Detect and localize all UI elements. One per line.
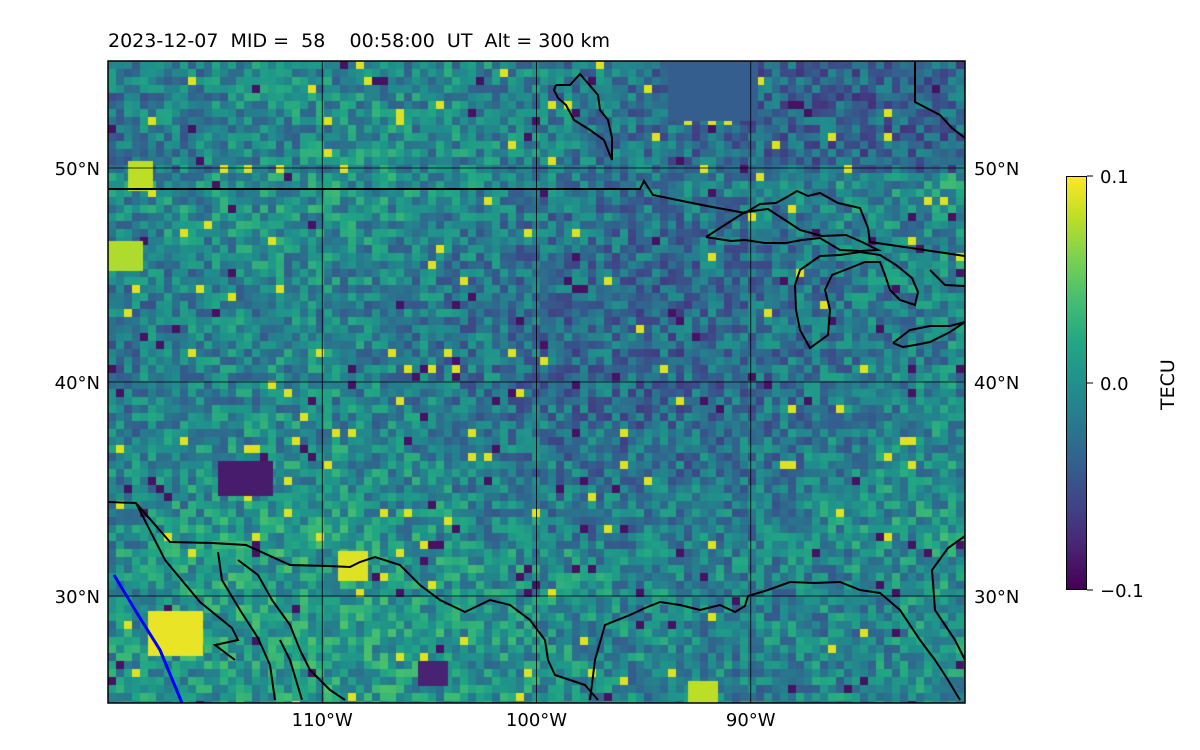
lake-michigan (793, 250, 920, 350)
mexico-west-coast (217, 551, 276, 701)
florida-east-coast (930, 535, 966, 661)
lon-tick-label: 100°W (506, 710, 567, 731)
colorbar-ticks: 0.1 0.0 −0.1 (1087, 167, 1144, 602)
colorbar-tick-label: 0.1 (1100, 167, 1129, 188)
lat-tick-label-left: 30°N (55, 587, 100, 608)
hudson-bay-coast (914, 62, 966, 139)
northern-island (552, 72, 613, 161)
baja-peninsula (135, 502, 240, 661)
gridlines (108, 61, 965, 703)
satellite-track-line (112, 574, 184, 704)
lake-superior (705, 207, 882, 253)
gulf-of-california-coast (237, 559, 346, 701)
us-mexico-border (107, 501, 599, 701)
lon-tick-label: 110°W (292, 710, 353, 731)
lat-tick-label-right: 50°N (974, 159, 1019, 180)
colorbar-tick-label: −0.1 (1100, 581, 1144, 602)
colorbar-gradient (1066, 176, 1087, 590)
lat-tick-label-right: 30°N (974, 587, 1019, 608)
lat-tick-label-left: 40°N (55, 373, 100, 394)
axis-ticks: 110°W 100°W 90°W 30°N 30°N 40°N 40°N 50°N 50°N (55, 159, 1020, 731)
colorbar-tick-label: 0.0 (1100, 374, 1129, 395)
page-title: 2023-12-07 MID = 58 00:58:00 UT Alt = 30… (108, 30, 611, 52)
gulf-coast (589, 580, 961, 701)
coastlines (107, 62, 966, 701)
lake-erie (892, 321, 966, 349)
us-canada-border (108, 178, 966, 257)
lake-huron-erie (929, 269, 966, 287)
map-frame (107, 60, 966, 704)
lat-tick-label-left: 50°N (55, 159, 100, 180)
mexico-interior-coast (279, 639, 303, 701)
lon-tick-label: 90°W (726, 710, 776, 731)
lat-tick-label-right: 40°N (974, 373, 1019, 394)
